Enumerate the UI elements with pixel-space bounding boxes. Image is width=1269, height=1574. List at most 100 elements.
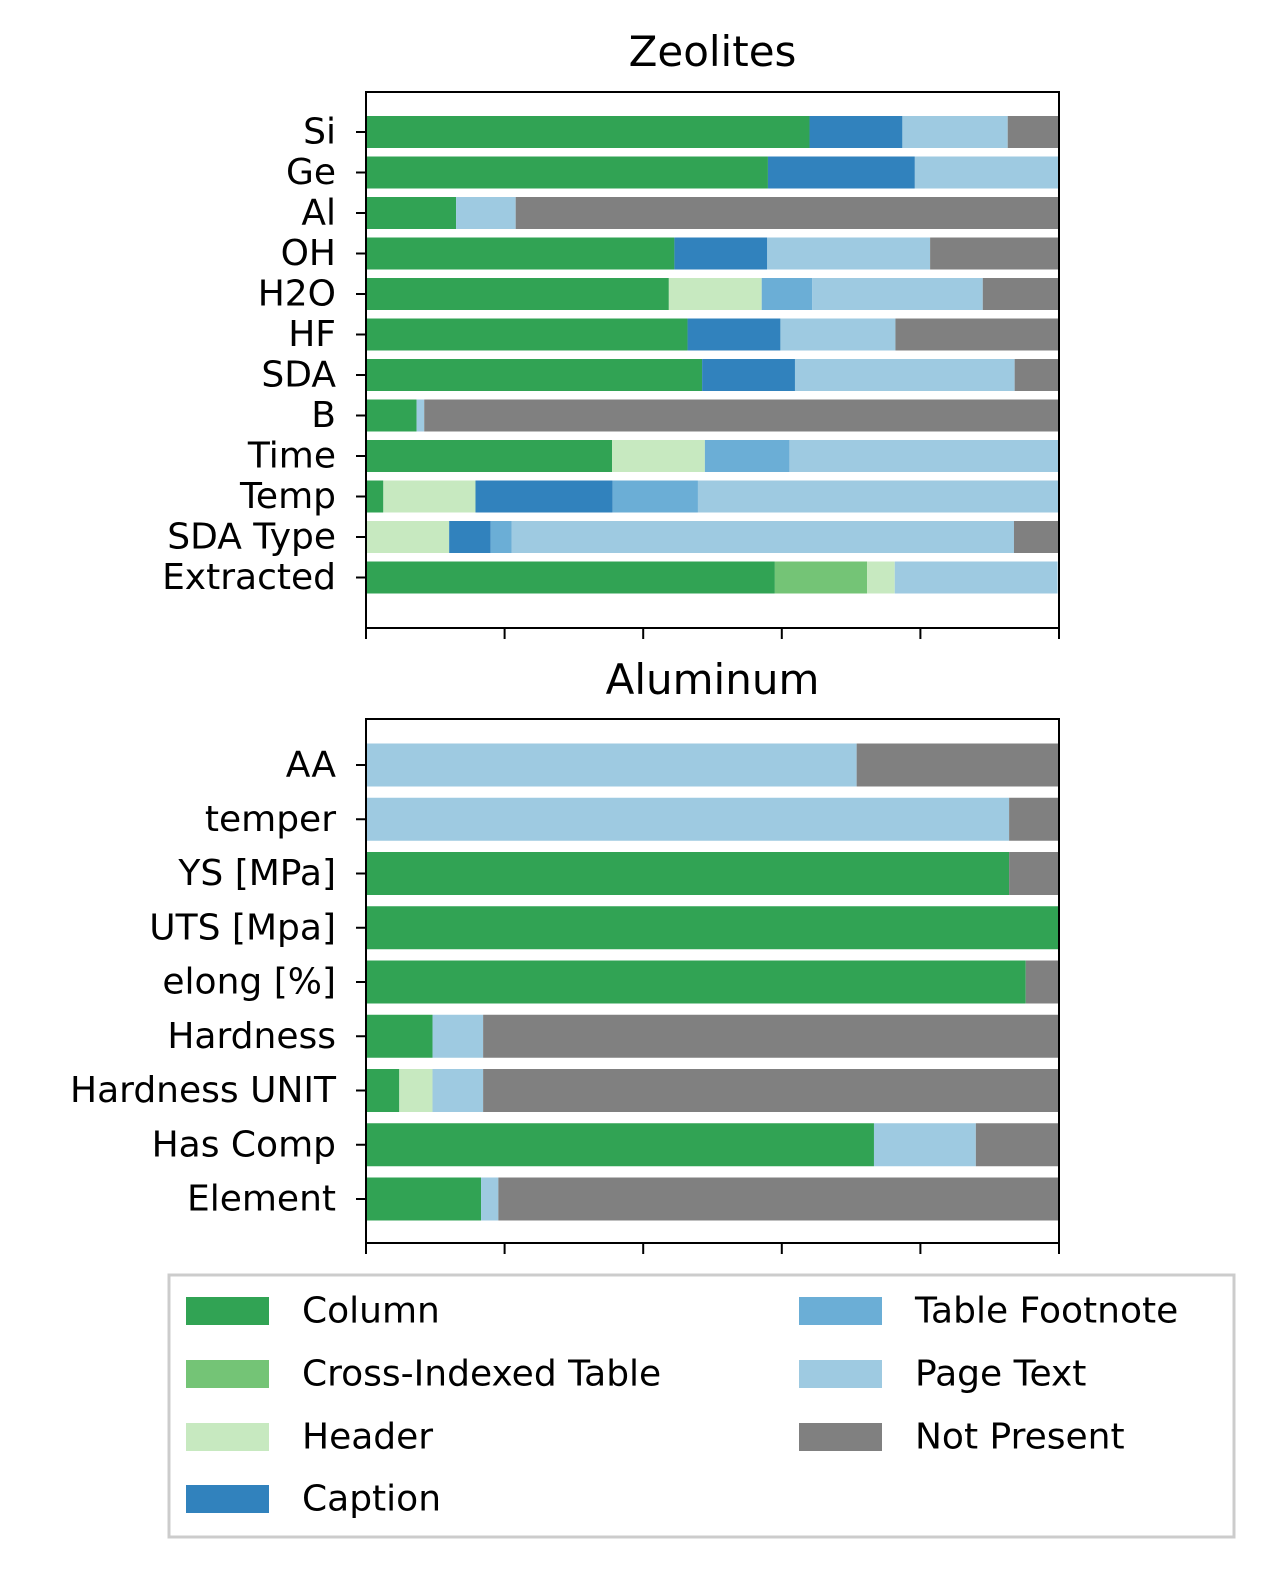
bar-segment-temp-header (383, 480, 476, 513)
y-tick-label: SDA Type (167, 517, 336, 558)
y-tick-label: AA (286, 745, 337, 786)
bar-segment-h2o-not-present (982, 278, 1059, 310)
bar-segment-time-column (366, 440, 613, 472)
legend-label-table-footnote: Table Footnote (914, 1291, 1178, 1332)
bar-segment-h2o-page-text (812, 278, 983, 310)
bar-segment-element-not-present (498, 1177, 1059, 1221)
bar-segment-b-page-text (416, 399, 425, 432)
bar-segment-hf-column (366, 318, 688, 351)
axes-frame (365, 91, 1060, 629)
y-tick-label: Hardness (167, 1016, 336, 1057)
bar-segment-b-not-present (424, 399, 1059, 432)
y-tick-label: H2O (258, 274, 336, 315)
bar-segment-hf-not-present (895, 318, 1059, 351)
bar-segment-oh-not-present (930, 237, 1059, 270)
bar-segment-extracted-page-text (894, 561, 1058, 594)
bar-segment-temp-page-text (697, 480, 1059, 513)
y-tick-label: Extracted (162, 557, 336, 598)
bar-segment-temp-table-footnote (612, 480, 698, 513)
bar-segment-hf-caption (687, 318, 781, 351)
y-tick-label: HF (288, 314, 336, 355)
bar-segment-element-page-text (481, 1177, 499, 1221)
bar-segment-al-column (366, 197, 457, 229)
legend-swatch-caption (186, 1485, 269, 1513)
y-tick-label: B (311, 395, 336, 436)
bar-segment-b-column (366, 399, 417, 432)
bar-segment-hardness-column (366, 1014, 433, 1058)
legend-label-page-text: Page Text (915, 1354, 1086, 1395)
legend: Column Cross-Indexed Table Header Caption Ta… (167, 1273, 1236, 1539)
bar-segment-temp-column (366, 480, 384, 513)
bar-segment-al-page-text (456, 197, 516, 229)
bar-segment-ge-caption (767, 156, 915, 189)
bar-segment-ge-column (366, 156, 768, 189)
y-tick-label: Element (187, 1179, 336, 1220)
bar-segment-hardness-unit-not-present (483, 1069, 1059, 1112)
y-tick-label: elong [%] (162, 962, 336, 1003)
bar-segment-oh-column (366, 237, 675, 270)
y-tick-label: Si (303, 112, 336, 153)
bar-segment-temper-page-text (366, 797, 1010, 841)
bar-segment-hf-page-text (780, 318, 896, 351)
y-tick-label: UTS [Mpa] (149, 907, 336, 948)
bar-segment-has-comp-page-text (873, 1123, 976, 1167)
bar-segment-elong-column (366, 960, 1026, 1004)
legend-label-caption: Caption (302, 1479, 441, 1520)
bar-segment-ys-mpa-not-present (1009, 852, 1059, 895)
bar-segment-has-comp-not-present (975, 1123, 1059, 1167)
bar-segment-ys-mpa-column (366, 852, 1010, 895)
aluminum-panel: Aluminum AA temper YS [MPa] UTS [Mpa] elong [… (70, 655, 1060, 1254)
bar-segment-ge-page-text (914, 156, 1059, 189)
bar-segment-aa-page-text (366, 743, 857, 787)
y-tick-label: Temp (239, 476, 336, 517)
legend-label-cross-indexed-table: Cross-Indexed Table (302, 1354, 661, 1395)
bar-segment-hardness-unit-column (366, 1069, 400, 1112)
bar-segment-sda-type-header (366, 521, 450, 553)
legend-swatch-table-footnote (799, 1297, 882, 1325)
bar-segment-al-not-present (515, 197, 1059, 229)
bar-segment-si-column (366, 116, 810, 148)
bar-segment-hardness-page-text (432, 1014, 484, 1058)
bar-segment-si-caption (809, 116, 903, 148)
legend-swatch-column (186, 1297, 269, 1325)
legend-label-header: Header (302, 1417, 433, 1458)
legend-swatch-header (186, 1423, 269, 1451)
bar-segment-element-column (366, 1177, 482, 1221)
bar-segment-time-header (612, 440, 705, 472)
y-tick-label: Al (301, 193, 336, 234)
bar-segment-sda-type-not-present (1013, 521, 1059, 553)
y-tick-label: Ge (286, 152, 336, 193)
y-tick-label: YS [MPa] (177, 853, 336, 894)
bar-segment-sda-page-text (794, 359, 1015, 391)
bar-segment-si-page-text (902, 116, 1008, 148)
y-tick-label: Hardness UNIT (70, 1070, 337, 1111)
legend-swatch-not-present (799, 1423, 882, 1451)
bar-segment-sda-type-table-footnote (490, 521, 512, 553)
y-tick-label: SDA (261, 355, 336, 396)
y-tick-label: OH (281, 233, 336, 274)
bar-segment-sda-column (366, 359, 703, 391)
bar-segment-hardness-unit-header (399, 1069, 433, 1112)
bar-segment-has-comp-column (366, 1123, 874, 1167)
bar-segment-oh-caption (674, 237, 768, 270)
bar-segment-extracted-header (867, 561, 895, 594)
legend-swatch-page-text (799, 1360, 882, 1388)
bar-segment-uts-mpa-column (366, 906, 1059, 950)
legend-label-not-present: Not Present (915, 1417, 1125, 1458)
axes-frame (365, 718, 1060, 1244)
bar-segment-h2o-column (366, 278, 669, 310)
y-tick-label: Time (247, 436, 336, 477)
bar-segment-elong-not-present (1025, 960, 1059, 1004)
bar-segment-extracted-cross-indexed-table (774, 561, 868, 594)
bar-segment-extracted-column (366, 561, 775, 594)
legend-swatch-cross-indexed-table (186, 1360, 269, 1388)
bar-segment-aa-not-present (856, 743, 1059, 787)
bar-segment-h2o-table-footnote (761, 278, 813, 310)
legend-label-column: Column (302, 1291, 440, 1332)
bar-segment-oh-page-text (767, 237, 931, 270)
bar-segment-temp-caption (475, 480, 613, 513)
bar-segment-hardness-unit-page-text (432, 1069, 484, 1112)
panel-title: Zeolites (629, 27, 797, 76)
bar-segment-time-table-footnote (704, 440, 790, 472)
